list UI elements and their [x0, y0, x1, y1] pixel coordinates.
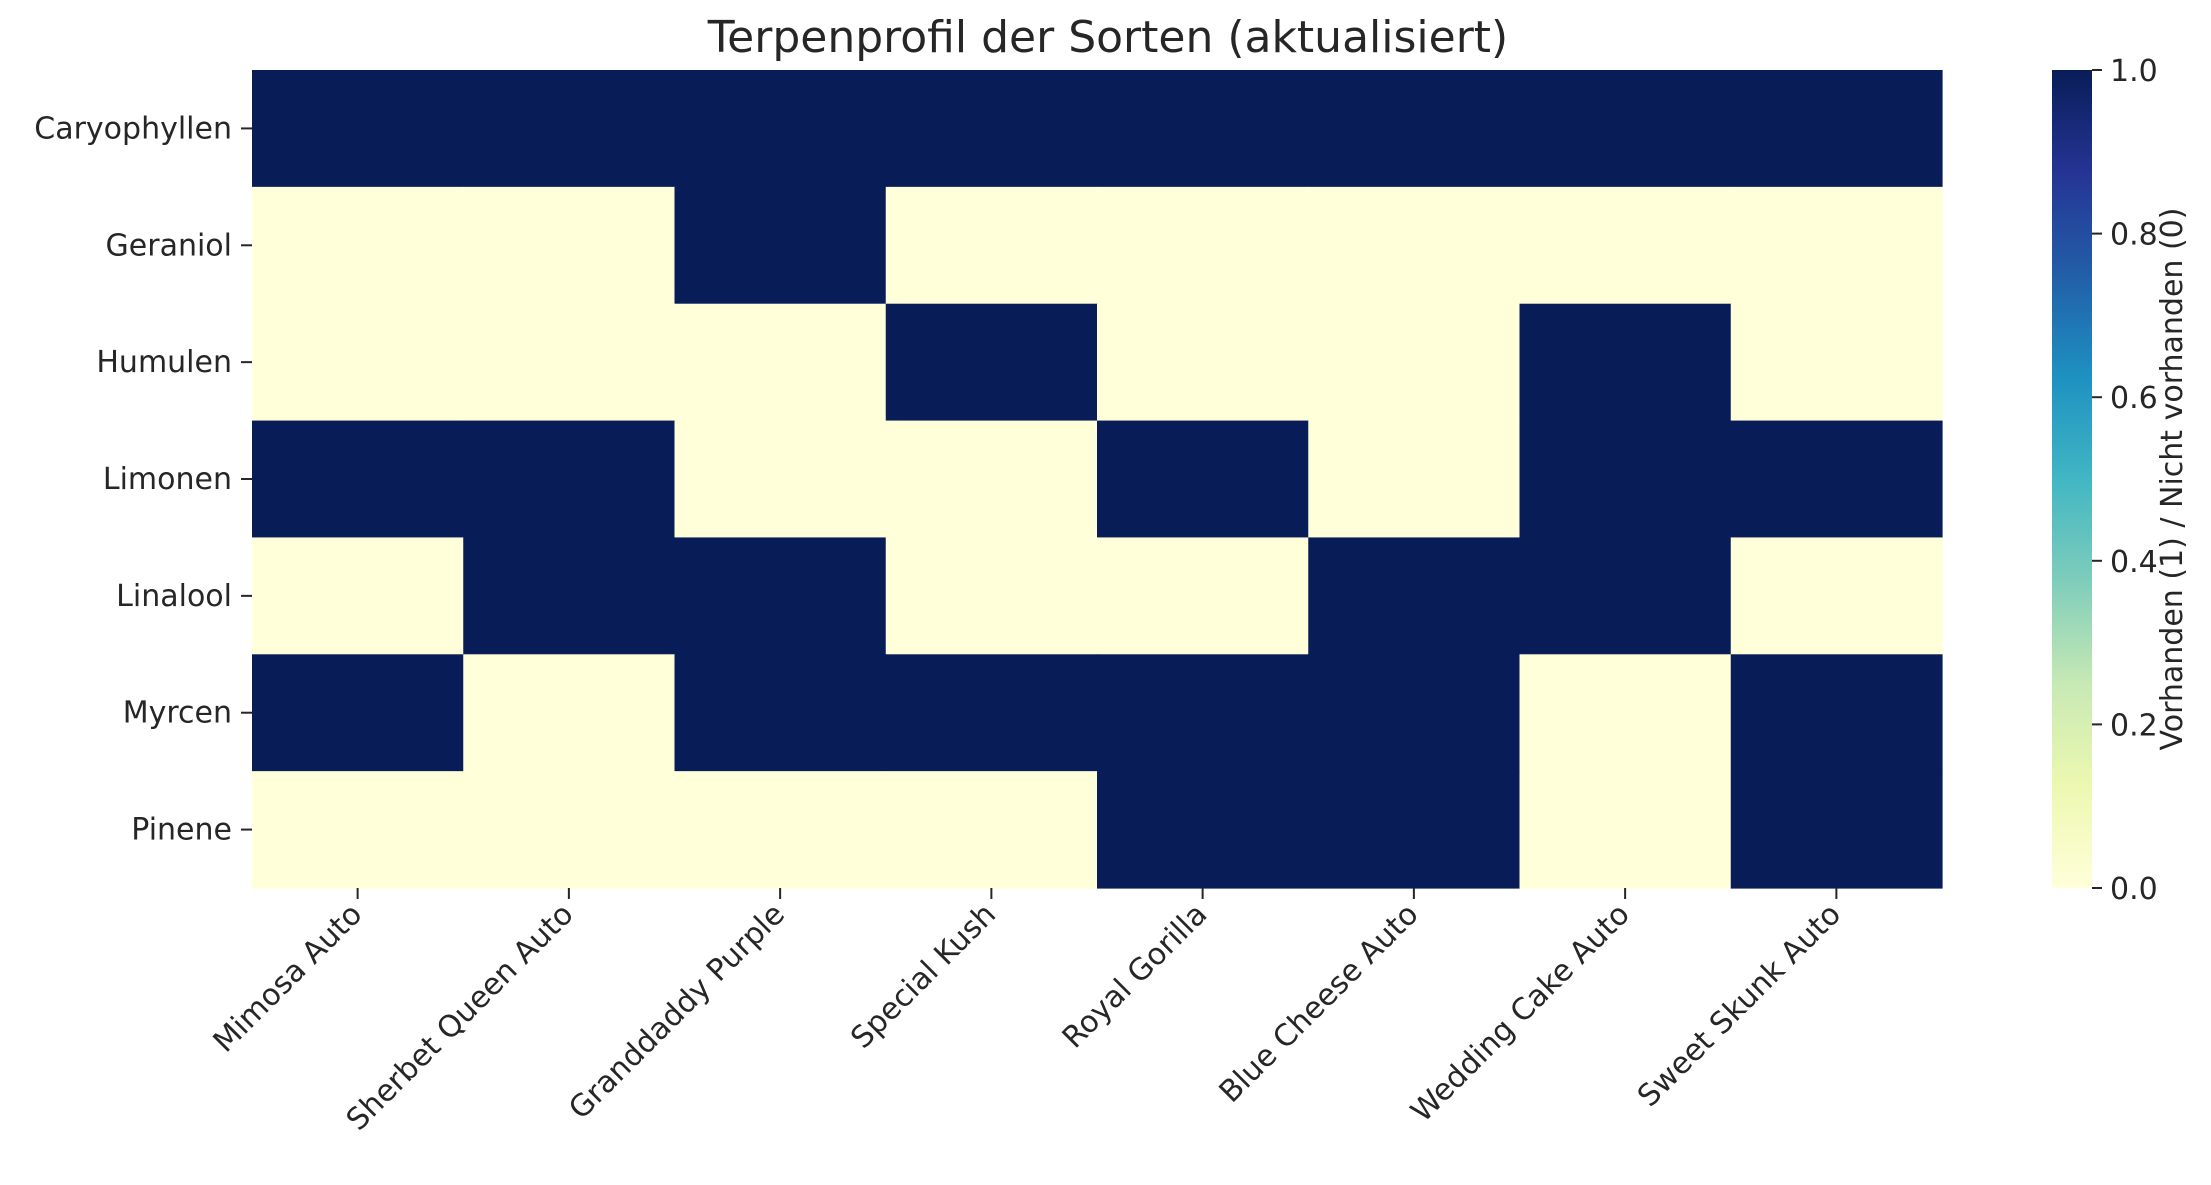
heatmap-cell: [1097, 186, 1309, 305]
heatmap-cell: [252, 537, 464, 655]
heatmap-cell: [463, 771, 676, 889]
heatmap-cell: [1730, 537, 1943, 655]
colorbar-tick-label: 1.0: [2110, 54, 2158, 89]
heatmap-cell: [252, 70, 464, 188]
heatmap-cell: [1308, 70, 1521, 188]
heatmap-cell: [1519, 303, 1732, 422]
colorbar-gradient: [2052, 70, 2092, 888]
heatmap-cell: [885, 654, 1098, 772]
heatmap-cell: [463, 537, 676, 655]
heatmap-cell: [674, 303, 887, 422]
heatmap-cell: [1097, 70, 1309, 188]
heatmap-cell: [252, 420, 464, 539]
heatmap-cell: [252, 771, 464, 889]
heatmap-cell: [885, 420, 1098, 539]
heatmap-cell: [1730, 303, 1943, 422]
heatmap-cell: [463, 70, 676, 188]
y-tick-label: Caryophyllen: [34, 111, 232, 146]
heatmap-cell: [1730, 654, 1943, 772]
heatmap-cell: [1097, 654, 1309, 772]
heatmap-cell: [463, 303, 676, 422]
heatmap-cell: [885, 771, 1098, 889]
heatmap-cell: [885, 537, 1098, 655]
heatmap-cell: [1730, 420, 1943, 539]
heatmap-cell: [1730, 771, 1943, 889]
heatmap-cell: [1097, 771, 1309, 889]
y-tick-label: Humulen: [96, 345, 232, 380]
colorbar-tick-label: 0.2: [2110, 708, 2158, 743]
heatmap-cell: [885, 186, 1098, 305]
heatmap-cell: [1308, 186, 1521, 305]
heatmap-cell: [885, 303, 1098, 422]
colorbar-tick-label: 0.6: [2110, 381, 2158, 416]
x-tick-label: Special Kush: [844, 897, 1003, 1056]
x-tick-label: Sweet Skunk Auto: [1631, 897, 1848, 1114]
heatmap-cell: [674, 70, 887, 188]
y-tick-label: Pinene: [131, 813, 232, 848]
colorbar-label: Vorhanden (1) / Nicht vorhanden (0): [2155, 208, 2190, 751]
heatmap-cell: [252, 186, 464, 305]
heatmap-cell: [1097, 420, 1309, 539]
heatmap-cell: [252, 303, 464, 422]
heatmap-cell: [1097, 303, 1309, 422]
heatmap-cell: [1519, 186, 1732, 305]
colorbar: 0.0 0.2 0.4 0.6 0.8 1.0 Vorhanden (1) / Nicht …: [2052, 54, 2190, 907]
y-tick-label: Geraniol: [106, 228, 232, 263]
heatmap-cell: [1519, 70, 1732, 188]
colorbar-tick-label: 0.4: [2110, 545, 2158, 580]
y-axis: Caryophyllen Geraniol Humulen Limonen Linalo…: [34, 111, 252, 848]
heatmap-cell: [252, 654, 464, 772]
x-tick-label: Royal Gorilla: [1056, 897, 1215, 1056]
heatmap-cell: [463, 420, 676, 539]
heatmap-cell: [1519, 420, 1732, 539]
x-tick-label: Sherbet Queen Auto: [340, 897, 581, 1138]
heatmap-cell: [674, 771, 887, 889]
x-tick-label: Granddaddy Purple: [562, 897, 792, 1127]
heatmap-cell: [1519, 654, 1732, 772]
heatmap-cells: [252, 70, 1943, 889]
heatmap-cell: [1308, 771, 1521, 889]
y-tick-label: Linalool: [116, 579, 232, 614]
heatmap-cell: [1730, 70, 1943, 188]
heatmap-cell: [674, 537, 887, 655]
heatmap-cell: [1519, 771, 1732, 889]
heatmap-cell: [463, 654, 676, 772]
heatmap-cell: [674, 420, 887, 539]
heatmap-cell: [463, 186, 676, 305]
chart-title: Terpenprofil der Sorten (aktualisiert): [707, 12, 1508, 63]
heatmap-cell: [674, 654, 887, 772]
heatmap-cell: [674, 186, 887, 305]
y-tick-label: Myrcen: [123, 696, 232, 731]
y-tick-label: Limonen: [103, 462, 232, 497]
colorbar-tick-label: 0.0: [2110, 872, 2158, 907]
heatmap-cell: [1308, 654, 1521, 772]
heatmap-cell: [1308, 537, 1521, 655]
heatmap-cell: [1730, 186, 1943, 305]
x-tick-label: Mimosa Auto: [207, 897, 370, 1060]
x-tick-label: Wedding Cake Auto: [1404, 897, 1636, 1129]
colorbar-tick-label: 0.8: [2110, 218, 2158, 253]
heatmap-cell: [1308, 303, 1521, 422]
heatmap-cell: [1097, 537, 1309, 655]
heatmap-cell: [1308, 420, 1521, 539]
x-tick-label: Blue Cheese Auto: [1213, 897, 1426, 1110]
heatmap-cell: [885, 70, 1098, 188]
heatmap-cell: [1519, 537, 1732, 655]
